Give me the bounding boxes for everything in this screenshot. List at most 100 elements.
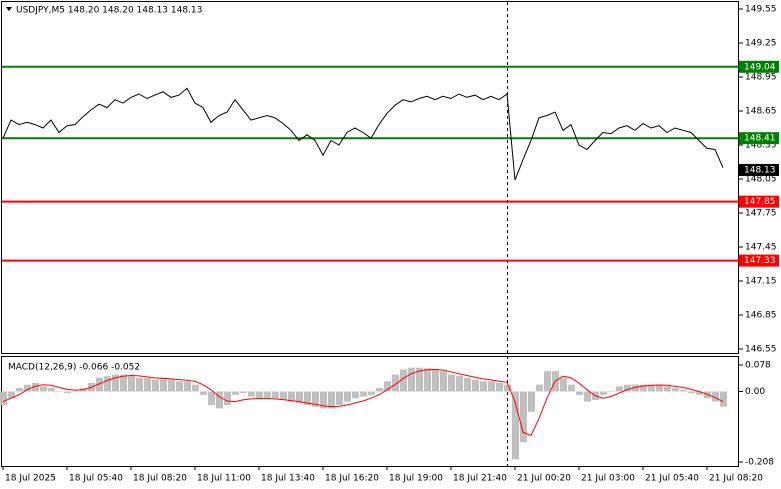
macd-bar: [56, 391, 63, 392]
macd-bar: [408, 367, 415, 392]
macd-bar: [224, 391, 231, 406]
level-label-box: [739, 254, 779, 267]
x-tick-label: 18 Jul 05:40: [69, 474, 123, 484]
level-label-box: [739, 195, 779, 208]
price-line: [2, 87, 724, 181]
macd-bar: [264, 391, 271, 399]
macd-bar: [496, 382, 503, 392]
x-tick-label: 21 Jul 03:00: [581, 474, 635, 484]
x-tick-label: 18 Jul 16:20: [325, 474, 379, 484]
chart-title: USDJPY,M5 148.20 148.20 148.13 148.13: [16, 6, 202, 16]
current-price-box: [739, 163, 779, 176]
x-tick-label: 18 Jul 21:40: [453, 474, 507, 484]
macd-bar: [192, 384, 199, 392]
macd-bar: [304, 391, 311, 406]
current-price-label: 148.13: [744, 165, 776, 175]
macd-bar: [664, 386, 671, 392]
macd-bar: [624, 384, 631, 392]
macd-bar: [672, 388, 679, 392]
y-tick-label: 147.15: [745, 277, 777, 287]
level-label: 149.04: [744, 62, 776, 72]
macd-bar: [0, 391, 7, 406]
macd-bar: [256, 391, 263, 399]
macd-bar: [392, 374, 399, 392]
macd-bar: [568, 384, 575, 392]
macd-bar: [152, 379, 159, 392]
level-label-box: [739, 132, 779, 145]
macd-bar: [440, 371, 447, 392]
macd-bar: [504, 384, 511, 392]
y-tick-label: 148.35: [745, 141, 777, 151]
macd-bar: [136, 377, 143, 392]
level-label: 147.33: [744, 256, 776, 266]
macd-bar: [272, 391, 279, 399]
macd-bar: [48, 388, 55, 392]
level-label-box: [739, 60, 779, 73]
x-tick-label: 18 Jul 19:00: [389, 474, 443, 484]
macd-bar: [416, 367, 423, 392]
macd-bar: [168, 379, 175, 392]
macd-bar: [520, 391, 527, 443]
macd-bar: [688, 391, 695, 394]
macd-bar: [64, 391, 71, 394]
macd-bar: [216, 391, 223, 409]
macd-bar: [40, 386, 47, 392]
y-tick-label: -0.208: [745, 458, 774, 468]
macd-bar: [400, 369, 407, 392]
macd-bar: [24, 384, 31, 392]
macd-bar: [656, 384, 663, 392]
macd-bar: [616, 386, 623, 392]
macd-bar: [424, 368, 431, 392]
macd-bar: [544, 371, 551, 392]
signal-line: [2, 368, 724, 437]
macd-bar: [472, 379, 479, 392]
macd-bar: [560, 377, 567, 392]
macd-bar: [584, 391, 591, 402]
y-tick-label: 147.45: [745, 243, 777, 253]
macd-bar: [344, 391, 351, 402]
macd-bar: [464, 377, 471, 392]
menu-triangle[interactable]: [6, 7, 12, 11]
macd-bar: [112, 374, 119, 392]
macd-bar: [640, 384, 647, 392]
x-tick-label: 18 Jul 2025: [5, 474, 56, 484]
macd-title: MACD(12,26,9) -0.066 -0.052: [8, 363, 140, 373]
x-tick-label: 21 Jul 08:20: [709, 474, 763, 484]
macd-bar: [456, 376, 463, 392]
macd-bar: [368, 391, 375, 395]
macd-bar: [200, 391, 207, 395]
macd-bar: [536, 384, 543, 392]
macd-bar: [712, 391, 719, 402]
macd-bar: [32, 382, 39, 392]
y-tick-label: 0.00: [745, 387, 765, 397]
macd-bar: [648, 384, 655, 392]
y-tick-label: 149.25: [745, 39, 777, 49]
macd-bar: [720, 391, 727, 407]
macd-bar: [528, 391, 535, 412]
macd-bar: [312, 391, 319, 407]
macd-bar: [184, 381, 191, 392]
macd-bar: [320, 391, 327, 409]
x-tick-label: 21 Jul 00:20: [517, 474, 571, 484]
macd-bar: [128, 376, 135, 392]
macd-bar: [360, 391, 367, 397]
macd-bar: [120, 374, 127, 392]
y-tick-label: 146.85: [745, 311, 777, 321]
macd-bar: [248, 391, 255, 397]
macd-bar: [432, 369, 439, 392]
macd-bar: [352, 391, 359, 399]
level-label: 147.85: [744, 197, 776, 207]
macd-bar: [376, 388, 383, 392]
macd-bar: [488, 381, 495, 392]
macd-bar: [480, 381, 487, 392]
macd-bar: [240, 391, 247, 394]
macd-bar: [72, 391, 79, 392]
macd-panel: [1, 356, 739, 467]
macd-bar: [512, 391, 519, 460]
macd-bar: [144, 377, 151, 392]
macd-bar: [8, 391, 15, 399]
macd-bar: [16, 388, 23, 392]
x-tick-label: 18 Jul 13:40: [261, 474, 315, 484]
x-tick-label: 18 Jul 08:20: [133, 474, 187, 484]
